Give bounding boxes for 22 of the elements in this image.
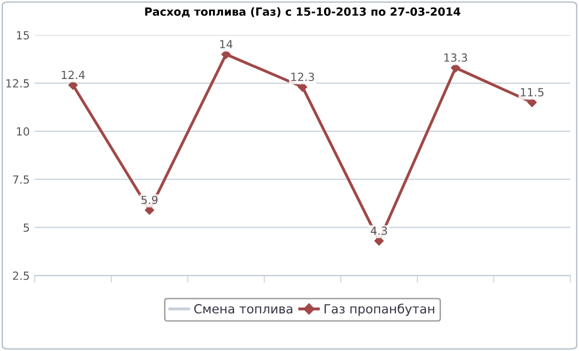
- data-label: 12.3: [291, 72, 314, 82]
- chart-title: Расход топлива (Газ) с 15-10-2013 по 27-03-2014: [145, 7, 460, 18]
- y-tick-label: 2.5: [13, 272, 29, 280]
- y-tick-label: 5: [24, 224, 29, 232]
- y-tick-label: 7.5: [13, 175, 29, 184]
- point: [374, 236, 384, 246]
- data-label: 14: [220, 40, 232, 48]
- point: [221, 50, 231, 59]
- point: [144, 206, 154, 215]
- data-label: 13.3: [444, 53, 468, 62]
- y-tick-label: 12.5: [6, 79, 29, 88]
- point: [450, 63, 460, 72]
- legend-label: Смена топлива: [194, 304, 292, 314]
- legend-label: Газ пропанбутан: [324, 304, 434, 316]
- data-label: 4.3: [370, 226, 387, 235]
- data-label: 12.4: [62, 70, 85, 79]
- y-tick-label: 10: [16, 127, 30, 136]
- data-label: 5.9: [142, 196, 158, 204]
- point: [527, 98, 537, 108]
- y-tick-label: 15: [16, 31, 29, 40]
- point: [68, 80, 78, 90]
- data-label: 11.5: [520, 88, 544, 96]
